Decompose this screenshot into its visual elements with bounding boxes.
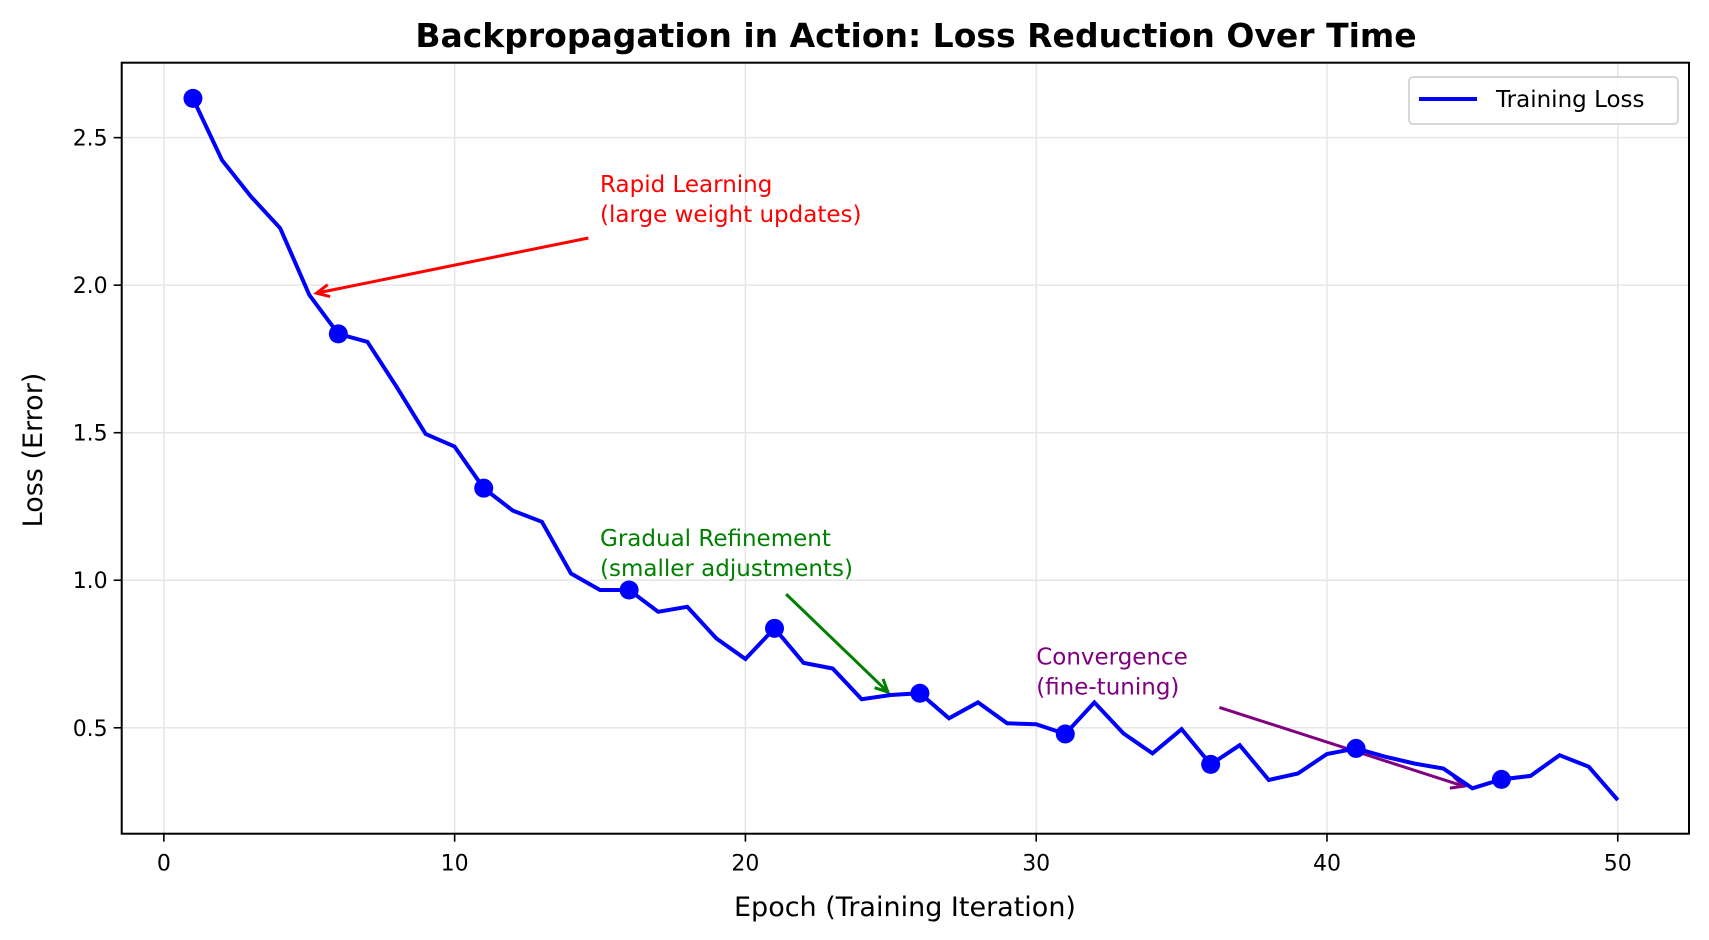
series-line-training-loss [191,97,1620,802]
annotation-arrow-head [313,283,331,299]
x-axis-label: Epoch (Training Iteration) [734,892,1076,923]
series-group [183,88,1620,802]
x-tick-label: 50 [1604,852,1632,877]
annotation-text-line: Rapid Learning [600,172,772,198]
x-tick-label: 20 [731,852,759,877]
legend-label-training-loss: Training Loss [1495,87,1645,113]
annotation-arrow-shaft [1218,705,1465,788]
legend: Training Loss [1408,76,1679,125]
data-point-marker [183,88,203,108]
y-tick-label: 1.5 [73,422,108,447]
x-tick-label: 10 [441,852,469,877]
annotation-texts: Rapid Learning (large weight updates) Grad… [600,172,1188,700]
data-point-marker [619,580,639,600]
x-tick-label: 40 [1313,852,1341,877]
annotation-text-line: Gradual Refinement [600,526,831,552]
y-tick-label: 1.0 [73,569,108,594]
ticks: 0 10 20 30 40 50 0.5 1.0 1.5 2.0 2.5 [73,127,1632,877]
data-point-marker [1055,724,1075,744]
data-point-marker [1201,754,1221,774]
data-point-marker [474,478,494,498]
x-tick-label: 30 [1022,852,1050,877]
annotation-arrow-shaft [316,236,589,295]
annotation-text-line: Convergence [1036,644,1188,670]
data-point-marker [1491,769,1511,789]
axes-frame [120,61,1691,835]
annotation-arrow-shaft [785,593,889,694]
annotation-text-line: (smaller adjustments) [600,556,853,582]
data-point-marker [764,618,784,638]
annotation-text-line: (large weight updates) [600,202,861,228]
data-point-marker [910,683,930,703]
grid [121,62,1689,834]
annotation-arrow-head [874,678,891,695]
data-point-marker [328,324,348,344]
y-tick-label: 2.0 [73,274,108,299]
y-tick-label: 2.5 [73,127,108,152]
legend-box [1408,76,1679,125]
annotation-text-line: (fine-tuning) [1036,674,1179,700]
y-tick-label: 0.5 [73,717,108,742]
y-axis-label: Loss (Error) [18,373,49,528]
data-point-marker [1346,738,1366,758]
annotation-arrows [313,236,1467,790]
chart-title: Backpropagation in Action: Loss Reductio… [415,16,1416,55]
x-tick-label: 0 [157,852,171,877]
